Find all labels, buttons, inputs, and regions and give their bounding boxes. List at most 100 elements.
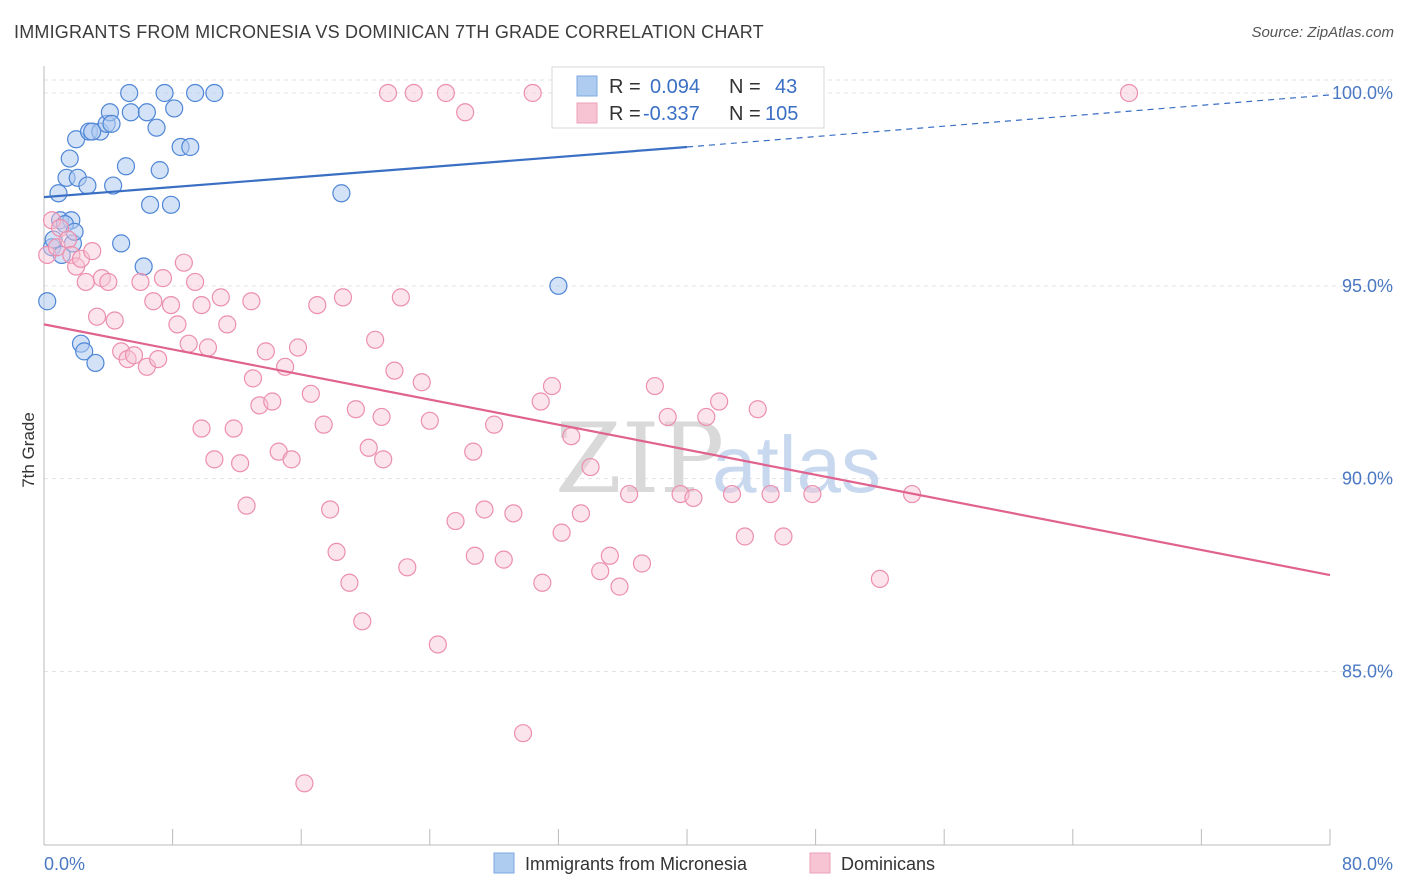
point-dominicans-63: [428, 635, 447, 654]
point-micronesia-33: [165, 99, 184, 118]
trend-line-micronesia-extension: [686, 94, 1331, 148]
point-dominicans-97: [870, 569, 890, 589]
y-axis-label: 7th Grade: [19, 412, 38, 488]
point-dominicans-70: [494, 550, 513, 569]
point-micronesia-20: [102, 114, 121, 133]
point-dominicans-57: [385, 361, 404, 380]
point-dominicans-66: [456, 103, 475, 122]
point-dominicans-4: [59, 230, 78, 249]
point-dominicans-32: [224, 419, 243, 438]
legend-r-label-blue: R =: [609, 76, 641, 98]
point-dominicans-52: [353, 612, 372, 631]
x-tick-label-0: 0.0%: [44, 854, 85, 874]
point-micronesia-25: [120, 83, 139, 103]
bottom-legend-swatch-dominicans: [809, 852, 831, 874]
legend-n-label-pink: N =: [729, 103, 761, 125]
point-dominicans-19: [144, 292, 163, 311]
point-micronesia-24: [121, 103, 140, 122]
point-dominicans-80: [591, 562, 610, 581]
y-tick-label-2: 95.0%: [1342, 276, 1393, 296]
point-dominicans-99: [1119, 83, 1139, 103]
point-dominicans-33: [231, 454, 250, 473]
point-micronesia-21: [104, 176, 123, 195]
point-dominicans-67: [465, 546, 484, 565]
point-dominicans-95: [774, 527, 793, 546]
point-dominicans-53: [359, 438, 378, 457]
point-dominicans-78: [571, 504, 591, 523]
point-micronesia-35: [181, 137, 200, 157]
point-dominicans-77: [562, 427, 581, 446]
point-dominicans-0: [38, 245, 57, 265]
legend-r-label-pink: R =: [609, 103, 641, 125]
point-dominicans-94: [761, 484, 780, 504]
point-dominicans-103: [531, 392, 550, 411]
point-dominicans-25: [179, 334, 198, 353]
series-micronesia: [38, 83, 568, 373]
y-tick-label-0: 85.0%: [1342, 661, 1393, 681]
point-dominicans-37: [256, 342, 275, 361]
point-dominicans-104: [374, 450, 393, 469]
point-dominicans-16: [124, 346, 144, 365]
point-dominicans-65: [446, 511, 465, 531]
point-dominicans-89: [697, 407, 716, 427]
legend-swatch-blue: [576, 75, 598, 97]
point-dominicans-93: [748, 400, 767, 419]
point-dominicans-62: [420, 411, 439, 430]
bottom-legend-label-dominicans: Dominicans: [841, 854, 935, 874]
point-micronesia-22: [112, 234, 131, 253]
point-dominicans-69: [485, 415, 504, 434]
bottom-legend-swatch-micronesia: [493, 852, 515, 874]
point-dominicans-47: [321, 500, 340, 519]
point-dominicans-30: [211, 288, 230, 307]
point-dominicans-85: [645, 376, 664, 396]
x-tick-labels: 0.0% 80.0%: [44, 854, 1393, 874]
point-dominicans-82: [610, 577, 629, 596]
point-dominicans-26: [186, 272, 205, 292]
trend-lines: [43, 94, 1331, 577]
point-dominicans-31: [218, 315, 237, 334]
point-micronesia-32: [161, 195, 181, 214]
point-dominicans-83: [620, 484, 639, 504]
point-dominicans-56: [378, 83, 398, 103]
point-dominicans-34: [237, 496, 256, 515]
point-dominicans-84: [632, 554, 652, 573]
x-tick-label-1: 80.0%: [1342, 854, 1393, 874]
point-micronesia-29: [147, 118, 166, 137]
point-micronesia-28: [140, 195, 160, 214]
point-dominicans-79: [581, 457, 600, 477]
point-dominicans-42: [288, 338, 308, 357]
point-dominicans-86: [658, 407, 677, 427]
watermark-zip: ZIP: [555, 403, 724, 515]
point-dominicans-12: [99, 272, 118, 292]
point-dominicans-100: [192, 419, 211, 438]
legend-n-value-blue: 43: [775, 76, 797, 98]
point-dominicans-55: [372, 407, 391, 427]
legend-r-value-blue: 0.094: [650, 76, 700, 98]
point-dominicans-5: [62, 245, 81, 265]
bottom-legend: Immigrants from Micronesia Dominicans: [493, 852, 935, 874]
point-dominicans-92: [735, 527, 754, 546]
point-micronesia-27: [137, 103, 156, 122]
point-dominicans-101: [242, 292, 261, 311]
point-micronesia-3: [49, 184, 68, 203]
point-dominicans-41: [282, 450, 301, 469]
point-dominicans-96: [803, 484, 822, 504]
legend-swatch-pink: [576, 102, 598, 124]
point-dominicans-43: [295, 774, 314, 793]
point-dominicans-17: [131, 272, 150, 292]
y-tick-label-3: 100.0%: [1332, 83, 1393, 103]
point-micronesia-31: [155, 83, 174, 103]
point-micronesia-26: [134, 257, 153, 276]
point-dominicans-76: [552, 523, 571, 542]
point-dominicans-28: [198, 338, 218, 357]
point-dominicans-81: [600, 546, 619, 565]
point-micronesia-37: [205, 83, 224, 103]
chart-title: IMMIGRANTS FROM MICRONESIA VS DOMINICAN …: [14, 22, 764, 42]
trend-line-dominicans: [43, 323, 1331, 577]
point-dominicans-74: [533, 573, 552, 592]
point-dominicans-64: [436, 83, 455, 103]
point-micronesia-36: [186, 83, 205, 103]
point-dominicans-21: [153, 269, 173, 288]
point-micronesia-30: [150, 161, 169, 180]
point-dominicans-71: [504, 504, 523, 523]
